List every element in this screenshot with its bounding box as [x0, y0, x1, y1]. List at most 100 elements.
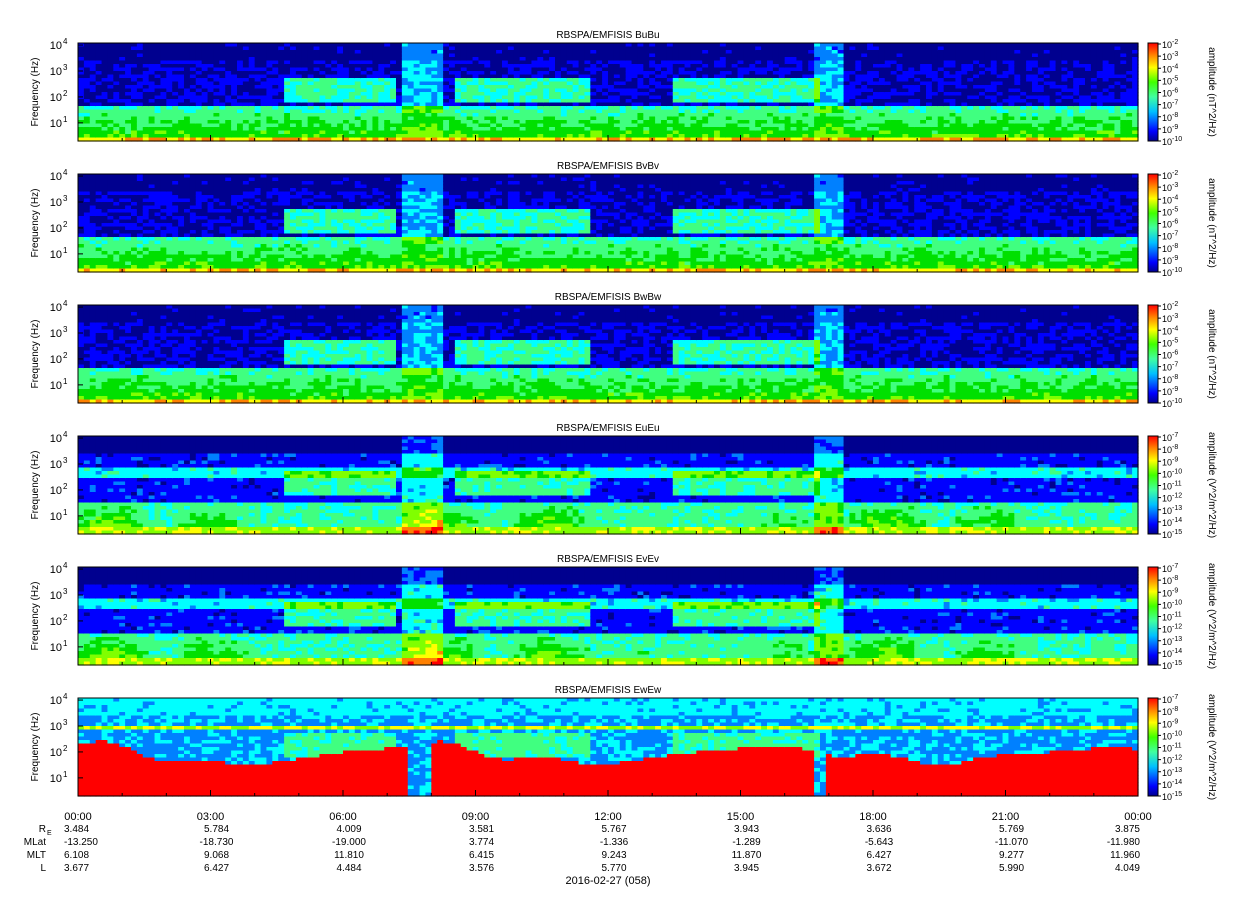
spectrogram-cell [944, 43, 950, 47]
spectrogram-cell [1014, 64, 1020, 68]
spectrogram-cell [1032, 54, 1038, 58]
spectrogram-cell [237, 127, 243, 131]
spectrogram-cell [155, 96, 161, 100]
spectrogram-cell [1056, 78, 1062, 82]
spectrogram-cell [702, 99, 708, 103]
spectrogram-cell [590, 50, 596, 54]
spectrogram-cell [414, 50, 420, 54]
spectrogram-cell [1067, 57, 1073, 61]
spectrogram-cell [1050, 99, 1056, 103]
spectrogram-cell [243, 99, 249, 103]
spectrogram-cell [820, 78, 826, 82]
spectrogram-cell [384, 92, 390, 96]
spectrogram-cell [196, 43, 202, 47]
spectrogram-cell [296, 71, 302, 75]
spectrogram-cell [166, 78, 172, 82]
spectrogram-cell [579, 85, 585, 89]
spectrogram-cell [255, 124, 261, 128]
spectrogram-cell [102, 50, 108, 54]
spectrogram-cell [944, 117, 950, 121]
spectrogram-cell [979, 96, 985, 100]
spectrogram-cell [272, 43, 278, 47]
spectrogram-cell [1126, 50, 1132, 54]
spectrogram-cell [131, 110, 137, 114]
spectrogram-cell [425, 89, 431, 93]
spectrogram-cell [897, 75, 903, 79]
spectrogram-cell [378, 99, 384, 103]
spectrogram-cell [567, 50, 573, 54]
spectrogram-cell [478, 131, 484, 135]
spectrogram-cell [131, 117, 137, 121]
spectrogram-cell [278, 134, 284, 138]
spectrogram-cell [367, 57, 373, 61]
spectrogram-cell [608, 54, 614, 58]
spectrogram-cell [178, 82, 184, 86]
spectrogram-cell [266, 110, 272, 114]
spectrogram-cell [102, 89, 108, 93]
spectrogram-cell [655, 54, 661, 58]
spectrogram-cell [785, 92, 791, 96]
spectrogram-cell [1097, 47, 1103, 51]
spectrogram-cell [826, 82, 832, 86]
spectrogram-cell [761, 61, 767, 65]
spectrogram-cell [590, 85, 596, 89]
spectrogram-cell [420, 103, 426, 107]
spectrogram-cell [1120, 57, 1126, 61]
spectrogram-cell [237, 47, 243, 51]
spectrogram-cell [791, 54, 797, 58]
spectrogram-cell [838, 110, 844, 114]
spectrogram-cell [219, 92, 225, 96]
spectrogram-cell [437, 110, 443, 114]
spectrogram-cell [902, 75, 908, 79]
spectrogram-cell [1097, 50, 1103, 54]
spectrogram-cell [590, 99, 596, 103]
spectrogram-cell [855, 117, 861, 121]
spectrogram-cell [567, 68, 573, 72]
spectrogram-cell [914, 134, 920, 138]
spectrogram-cell [543, 54, 549, 58]
spectrogram-cell [437, 50, 443, 54]
spectrogram-cell [502, 57, 508, 61]
spectrogram-cell [196, 127, 202, 131]
spectrogram-cell [920, 96, 926, 100]
spectrogram-cell [785, 82, 791, 86]
spectrogram-cell [443, 120, 449, 124]
spectrogram-cell [408, 89, 414, 93]
spectrogram-cell [402, 54, 408, 58]
spectrogram-cell [431, 113, 437, 117]
spectrogram-cell [720, 43, 726, 47]
spectrogram-cell [166, 47, 172, 51]
spectrogram-cell [1056, 71, 1062, 75]
spectrogram-cell [696, 120, 702, 124]
spectrogram-cell [914, 54, 920, 58]
spectrogram-cell [361, 89, 367, 93]
spectrogram-cell [137, 78, 143, 82]
spectrogram-cell [649, 54, 655, 58]
spectrogram-cell [950, 47, 956, 51]
spectrogram-cell [202, 61, 208, 65]
spectrogram-cell [632, 54, 638, 58]
spectrogram-cell [950, 92, 956, 96]
spectrogram-cell [655, 78, 661, 82]
spectrogram-cell [190, 127, 196, 131]
spectrogram-cell [997, 131, 1003, 135]
spectrogram-cell [102, 106, 108, 110]
spectrogram-cell [160, 57, 166, 61]
spectrogram-cell [113, 96, 119, 100]
spectrogram-cell [955, 82, 961, 86]
spectrogram-cell [861, 127, 867, 131]
spectrogram-cell [973, 113, 979, 117]
spectrogram-cell [767, 57, 773, 61]
spectrogram-cell [620, 110, 626, 114]
spectrogram-cell [643, 43, 649, 47]
spectrogram-cell [314, 120, 320, 124]
spectrogram-cell [278, 47, 284, 51]
spectrogram-cell [620, 47, 626, 51]
spectrogram-cell [396, 96, 402, 100]
spectrogram-cell [767, 117, 773, 121]
spectrogram-cell [473, 103, 479, 107]
spectrogram-cell [290, 106, 296, 110]
spectrogram-cell [237, 54, 243, 58]
spectrogram-cell [272, 57, 278, 61]
spectrogram-cell [549, 50, 555, 54]
